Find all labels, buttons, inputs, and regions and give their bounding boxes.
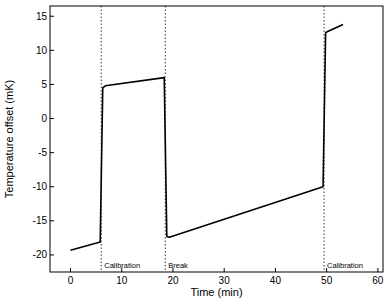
y-tick bbox=[50, 254, 54, 255]
x-axis-title: Time (min) bbox=[190, 286, 242, 298]
y-tick bbox=[50, 220, 54, 221]
y-tick bbox=[50, 16, 54, 17]
y-tick-label: 0 bbox=[41, 113, 47, 124]
y-tick-label: -5 bbox=[38, 147, 47, 158]
x-tick-label: 10 bbox=[116, 275, 128, 286]
x-tick-label: 50 bbox=[321, 275, 333, 286]
annotation-label: Break bbox=[168, 261, 188, 270]
y-tick bbox=[50, 186, 54, 187]
x-tick bbox=[275, 268, 276, 272]
chart: 0 10 20 30 40 50 60 -20 -15 -10 -5 0 5 10 15 Time (min)… bbox=[0, 0, 391, 301]
annotation-lines bbox=[101, 6, 324, 272]
y-tick bbox=[50, 152, 54, 153]
y-tick bbox=[50, 50, 54, 51]
x-tick-label: 40 bbox=[270, 275, 282, 286]
y-axis-title: Temperature offset (mK) bbox=[3, 80, 15, 198]
y-tick-label: 5 bbox=[41, 79, 47, 90]
y-tick bbox=[50, 118, 54, 119]
series-line bbox=[70, 24, 343, 250]
plot-frame bbox=[50, 6, 383, 272]
y-tick-label: -15 bbox=[33, 215, 48, 226]
y-tick-label: -10 bbox=[33, 181, 48, 192]
x-tick-label: 60 bbox=[372, 275, 384, 286]
y-tick-label: 10 bbox=[36, 45, 48, 56]
x-tick-label: 0 bbox=[68, 275, 74, 286]
x-tick bbox=[70, 268, 71, 272]
annotation-label: Calibration bbox=[104, 261, 140, 270]
y-tick bbox=[50, 84, 54, 85]
x-tick-label: 20 bbox=[167, 275, 179, 286]
annotation-label: Calibration bbox=[327, 261, 363, 270]
y-tick-label: 15 bbox=[36, 11, 48, 22]
series-group bbox=[70, 24, 343, 250]
x-tick bbox=[377, 268, 378, 272]
y-tick-label: -20 bbox=[33, 249, 48, 260]
x-tick-label: 30 bbox=[219, 275, 231, 286]
x-tick bbox=[224, 268, 225, 272]
